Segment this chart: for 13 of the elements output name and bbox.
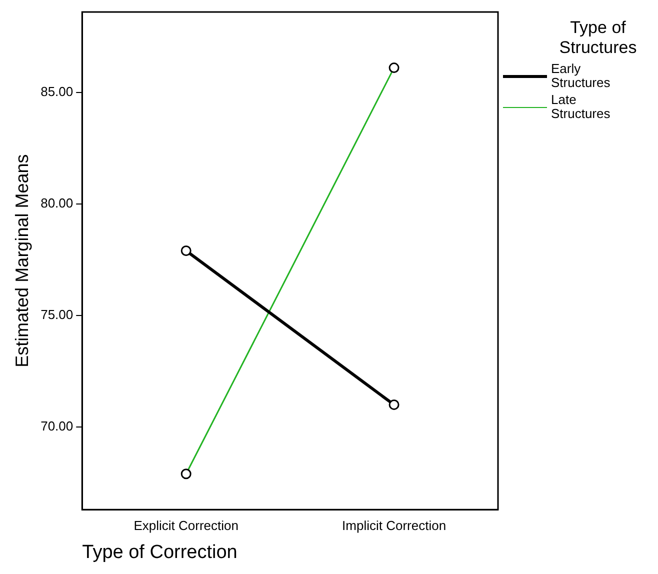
- y-axis-title: Estimated Marginal Means: [12, 154, 32, 368]
- y-tick-label: 80.00: [40, 195, 74, 210]
- legend-title: Type of Structures: [558, 18, 638, 58]
- point: [388, 399, 400, 410]
- x-axis-title: Type of Correction: [82, 542, 238, 563]
- legend-label: Late Structures: [551, 92, 612, 121]
- x-tick-label: Implicit Correction: [342, 518, 446, 533]
- point: [180, 246, 192, 256]
- y-tick-label: 75.00: [40, 307, 74, 322]
- y-tick-label: 70.00: [40, 418, 74, 434]
- x-tick-label: Explicit Correction: [134, 518, 238, 533]
- legend-label: Early Structures: [551, 61, 612, 90]
- y-tick-label: 85.00: [40, 84, 74, 99]
